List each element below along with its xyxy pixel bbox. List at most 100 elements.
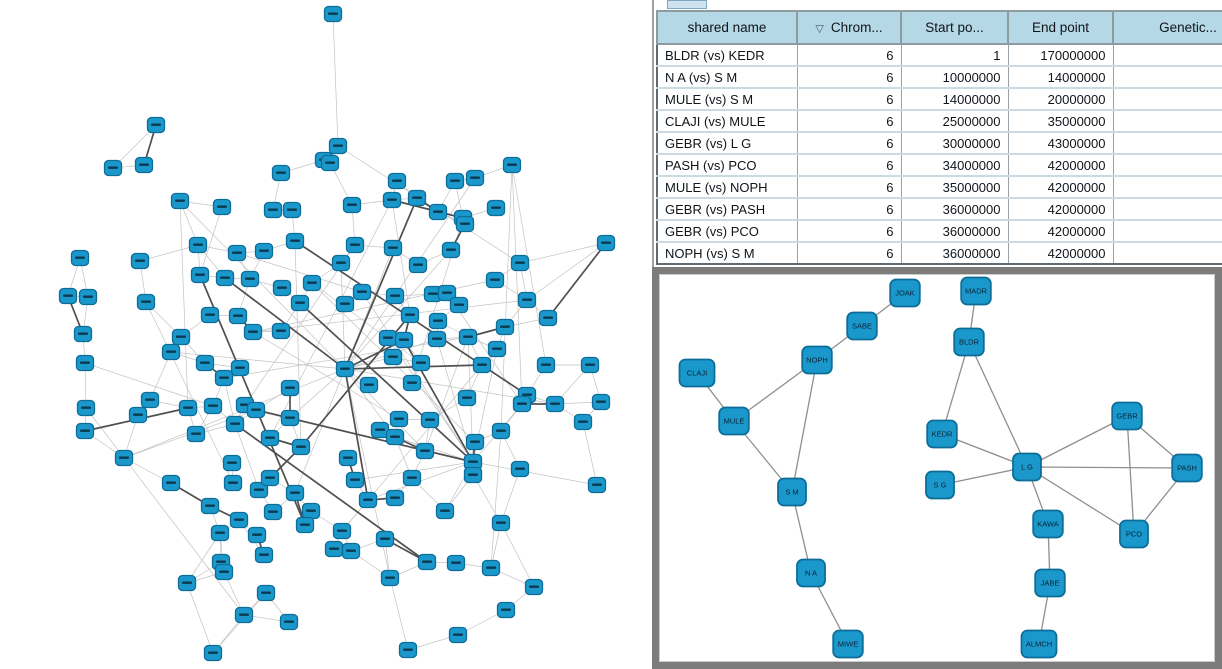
column-header-end-point[interactable]: End point [1007,10,1114,45]
network-node[interactable] [229,511,249,529]
cell-chrom[interactable]: 6 [796,65,902,89]
network-node[interactable] [385,489,405,507]
network-node[interactable] [463,466,483,484]
network-node-bldr[interactable]: BLDR [953,327,985,357]
network-node[interactable] [260,429,280,447]
network-node[interactable] [58,287,78,305]
cell-end-point[interactable]: 42000000 [1007,219,1114,243]
network-node[interactable] [227,244,247,262]
cell-genetic[interactable]: 11.4 [1112,153,1222,177]
network-node[interactable] [448,626,468,644]
column-header-shared-name[interactable]: shared name [656,10,798,45]
network-node[interactable] [408,256,428,274]
cell-genetic[interactable]: 8.9 [1112,197,1222,221]
network-node[interactable] [545,395,565,413]
network-node[interactable] [481,559,501,577]
network-node-pco[interactable]: PCO [1119,519,1149,549]
network-node[interactable] [502,156,522,174]
column-header-genetic[interactable]: Genetic... [1112,10,1222,45]
cell-end-point[interactable]: 14000000 [1007,65,1114,89]
network-node[interactable] [385,428,405,446]
cell-genetic[interactable]: 10.5 [1112,175,1222,199]
network-node[interactable] [338,449,358,467]
network-node[interactable] [596,234,616,252]
network-node[interactable] [215,269,235,287]
table-row[interactable]: GEBR (vs) PASH636000000420000008.9 [656,197,1222,221]
network-node-pash[interactable]: PASH [1171,453,1203,483]
cell-chrom[interactable]: 6 [796,197,902,221]
cell-chrom[interactable]: 6 [796,109,902,133]
cell-shared-name[interactable]: NOPH (vs) S M [656,241,798,265]
cell-genetic[interactable]: 16.9 [1112,131,1222,155]
column-header-chrom[interactable]: ▽ Chrom... [796,10,902,45]
network-node[interactable] [345,236,365,254]
network-node[interactable] [457,389,477,407]
network-node[interactable] [214,369,234,387]
network-node[interactable] [234,606,254,624]
network-node[interactable] [254,242,274,260]
network-node[interactable] [411,354,431,372]
network-node[interactable] [295,516,315,534]
network-node-almch[interactable]: ALMCH [1020,629,1058,659]
network-node[interactable] [134,156,154,174]
network-node[interactable] [536,356,556,374]
network-node[interactable] [249,481,269,499]
network-node[interactable] [458,328,478,346]
table-tab-stub[interactable] [667,0,707,9]
network-node[interactable] [203,397,223,415]
network-node[interactable] [496,601,516,619]
network-node[interactable] [375,530,395,548]
network-node[interactable] [441,241,461,259]
cell-chrom[interactable]: 6 [796,131,902,155]
network-node[interactable] [378,329,398,347]
network-node[interactable] [128,406,148,424]
network-node[interactable] [335,360,355,378]
network-node[interactable] [328,137,348,155]
cell-end-point[interactable]: 170000000 [1007,43,1114,67]
network-node[interactable] [331,254,351,272]
network-node[interactable] [524,578,544,596]
network-node-s-g[interactable]: S G [925,470,955,500]
network-node[interactable] [161,474,181,492]
cell-start-po[interactable]: 34000000 [900,153,1009,177]
network-node[interactable] [246,401,266,419]
network-node[interactable] [285,484,305,502]
cell-end-point[interactable]: 42000000 [1007,175,1114,199]
network-node[interactable] [76,399,96,417]
network-node[interactable] [136,293,156,311]
network-node[interactable] [279,613,299,631]
network-node[interactable] [573,413,593,431]
cell-genetic[interactable]: 8.4 [1112,219,1222,243]
network-node[interactable] [495,318,515,336]
cell-start-po[interactable]: 30000000 [900,131,1009,155]
column-header-start-po[interactable]: Start po... [900,10,1009,45]
network-node[interactable] [428,312,448,330]
network-node-gebr[interactable]: GEBR [1111,401,1143,431]
network-node[interactable] [407,189,427,207]
network-node[interactable] [587,476,607,494]
network-node[interactable] [178,399,198,417]
network-node[interactable] [324,540,344,558]
cell-genetic[interactable]: 9.9 [1112,241,1222,265]
network-node[interactable] [400,306,420,324]
network-node[interactable] [512,395,532,413]
cell-chrom[interactable]: 6 [796,153,902,177]
network-node[interactable] [465,169,485,187]
network-node[interactable] [291,438,311,456]
cell-chrom[interactable]: 6 [796,175,902,199]
network-node[interactable] [510,254,530,272]
network-node[interactable] [463,453,483,471]
network-node[interactable] [402,374,422,392]
network-node[interactable] [301,502,321,520]
cell-end-point[interactable]: 43000000 [1007,131,1114,155]
table-row[interactable]: MULE (vs) NOPH6350000004200000010.5 [656,175,1222,199]
network-node[interactable] [247,526,267,544]
network-node[interactable] [385,287,405,305]
cell-chrom[interactable]: 6 [796,219,902,243]
network-node[interactable] [190,266,210,284]
network-node[interactable] [280,409,300,427]
cell-shared-name[interactable]: MULE (vs) NOPH [656,175,798,199]
table-row[interactable]: PASH (vs) PCO6340000004200000011.4 [656,153,1222,177]
network-node[interactable] [212,198,232,216]
network-node[interactable] [335,295,355,313]
